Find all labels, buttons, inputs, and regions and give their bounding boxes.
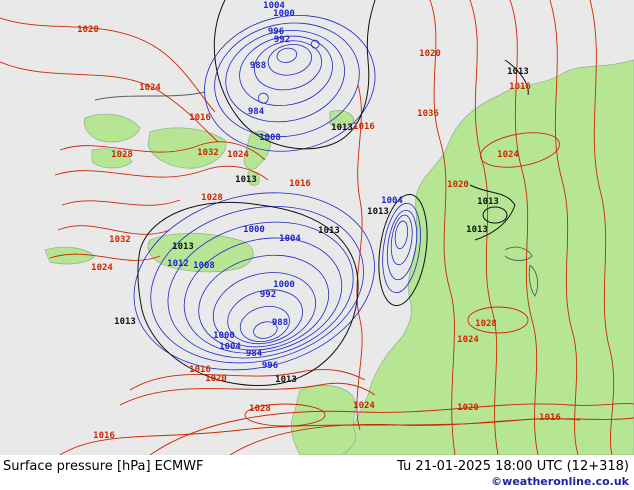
coastline-caspian: [528, 264, 539, 297]
landmass-europe: [344, 59, 634, 455]
landmass-mid-left: [147, 233, 254, 273]
copyright-link[interactable]: ©weatheronline.co.uk: [491, 475, 629, 488]
isobar-chart-svg: [0, 0, 634, 455]
footer-bar: Surface pressure [hPa] ECMWF Tu 21-01-20…: [0, 455, 634, 490]
low-pressure-isobars-center: [133, 192, 375, 371]
landmass-arctic-islands-1: [83, 113, 141, 143]
coastlines: [94, 91, 539, 297]
parameter-title: Surface pressure [hPa] ECMWF: [3, 459, 204, 474]
reference-isobar-1013: [137, 0, 529, 387]
coastline-black-sea: [504, 246, 533, 261]
landmass-arctic-islands-3: [91, 148, 133, 169]
low-pressure-isobars-right: [382, 202, 421, 294]
weather-map: 1020 1024 1016 1028 1032 1024 1028 1032 1024 1016…: [0, 0, 634, 455]
landmass-arctic-islands-2: [147, 127, 227, 169]
coastline-arctic: [94, 91, 206, 101]
landmasses: [44, 59, 634, 455]
landmass-iceland: [329, 110, 355, 128]
valid-time: Tu 21-01-2025 18:00 UTC (12+318): [397, 459, 629, 474]
landmass-iberia-france: [291, 385, 356, 455]
landmass-left-edge: [44, 246, 96, 265]
high-pressure-isobars: [0, 0, 634, 455]
landmass-greenland-tip: [243, 130, 271, 170]
